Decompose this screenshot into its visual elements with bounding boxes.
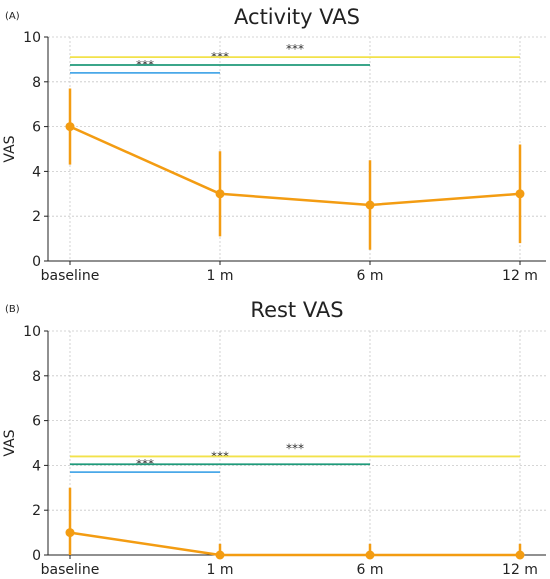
y-tick-label: 6	[32, 120, 41, 136]
x-tick-label: 6 m	[357, 562, 384, 578]
y-tick-label: 0	[32, 254, 41, 270]
chart-title: Activity VAS	[234, 5, 360, 29]
series-line	[69, 531, 520, 557]
y-tick-label: 2	[32, 503, 41, 519]
y-tick-label: 2	[32, 209, 41, 225]
x-tick-label: 6 m	[357, 268, 384, 284]
significance-label: ***	[286, 42, 304, 56]
y-tick-label: 8	[32, 75, 41, 91]
data-point	[215, 189, 225, 199]
x-tick-label: 12 m	[502, 562, 538, 578]
y-tick-label: 8	[32, 369, 41, 385]
y-tick-label: 4	[32, 164, 41, 180]
data-point	[215, 550, 225, 560]
y-tick-label: 10	[23, 324, 41, 340]
y-tick-label: 10	[23, 30, 41, 46]
data-point	[515, 189, 525, 199]
y-tick-label: 0	[32, 548, 41, 564]
x-tick-label: 1 m	[207, 268, 234, 284]
data-point	[515, 550, 525, 560]
x-tick-label: baseline	[41, 562, 100, 578]
significance-label: ***	[286, 441, 304, 455]
x-tick-label: 12 m	[502, 268, 538, 284]
chart-title: Rest VAS	[250, 298, 343, 322]
panel-b: (B) Rest VAS 0 2 4 6 8 10 baseline 1 m 6 m 12 m VAS *…	[2, 298, 546, 578]
x-tick-label: baseline	[41, 268, 100, 284]
panel-a: (A) Activity VAS 0 2 4 6 8 10 baseline 1 m 6 m 12 m…	[2, 5, 546, 284]
y-tick-label: 4	[32, 458, 41, 474]
y-axis-label: VAS	[2, 429, 18, 456]
panel-label: (A)	[5, 11, 20, 22]
panel-label: (B)	[5, 304, 20, 315]
data-point	[365, 200, 375, 210]
y-axis-label: VAS	[2, 135, 18, 162]
x-tick-label: 1 m	[207, 562, 234, 578]
data-point	[365, 550, 375, 560]
data-point	[65, 122, 75, 132]
data-point	[65, 528, 75, 538]
y-tick-label: 6	[32, 414, 41, 430]
series-line	[69, 125, 521, 207]
